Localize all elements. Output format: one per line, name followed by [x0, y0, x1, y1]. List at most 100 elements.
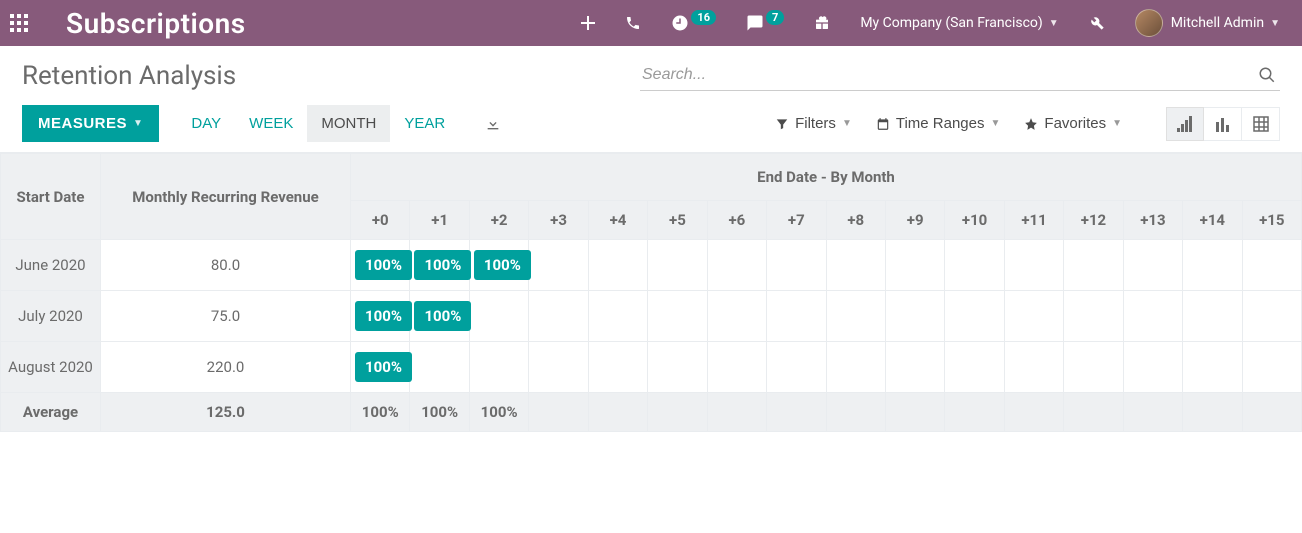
cohort-cell [1123, 342, 1182, 393]
wrench-icon [1089, 15, 1105, 31]
row-label: June 2020 [1, 240, 101, 291]
cohort-cell [1242, 393, 1301, 432]
cohort-cell [1183, 393, 1242, 432]
cohort-cell [1183, 291, 1242, 342]
cohort-cell [1123, 291, 1182, 342]
period-week[interactable]: WEEK [235, 105, 307, 142]
cohort-cell[interactable]: 100% [351, 342, 410, 393]
header-offset: +9 [885, 201, 944, 240]
plus-icon [581, 16, 595, 30]
cohort-cell [885, 240, 944, 291]
cohort-cell [648, 342, 707, 393]
cohort-cell [648, 291, 707, 342]
cohort-cell [648, 393, 707, 432]
view-cohort[interactable] [1166, 107, 1204, 141]
cohort-cell[interactable]: 100% [351, 240, 410, 291]
cohort-cell [1242, 291, 1301, 342]
measures-label: MEASURES [38, 115, 127, 132]
main-navbar: Subscriptions 16 7 My Company (San Franc… [0, 0, 1302, 46]
cohort-cell [767, 291, 826, 342]
period-year[interactable]: YEAR [390, 105, 459, 142]
cohort-cell[interactable]: 100% [469, 393, 528, 432]
search-button[interactable] [1254, 62, 1280, 88]
cohort-cell[interactable]: 100% [351, 291, 410, 342]
cohort-cell[interactable]: 100% [410, 240, 469, 291]
cohort-cell [1123, 393, 1182, 432]
cohort-cell [1064, 291, 1123, 342]
header-offset: +14 [1183, 201, 1242, 240]
new-button[interactable] [569, 0, 607, 46]
header-offset: +8 [826, 201, 885, 240]
header-offset: +0 [351, 201, 410, 240]
header-mrr: Monthly Recurring Revenue [101, 154, 351, 240]
cohort-cell [707, 291, 766, 342]
header-offset: +2 [469, 201, 528, 240]
filters-button[interactable]: Filters ▼ [765, 107, 862, 140]
measures-button[interactable]: MEASURES ▼ [22, 105, 159, 142]
cohort-cell [767, 342, 826, 393]
cohort-cell [707, 342, 766, 393]
cohort-cell [1242, 240, 1301, 291]
header-offset: +4 [588, 201, 647, 240]
activities-badge: 16 [691, 10, 716, 25]
cohort-chip: 100% [414, 250, 471, 280]
cohort-cell [707, 240, 766, 291]
gift-button[interactable] [802, 0, 842, 46]
cohort-cell[interactable]: 100% [469, 240, 528, 291]
cohort-cell [1183, 342, 1242, 393]
row-label: July 2020 [1, 291, 101, 342]
user-name: Mitchell Admin [1171, 15, 1264, 31]
cohort-cell [1004, 291, 1063, 342]
chevron-down-icon: ▼ [1049, 18, 1059, 29]
header-offset: +13 [1123, 201, 1182, 240]
cohort-cell[interactable]: 100% [410, 291, 469, 342]
header-offset: +12 [1064, 201, 1123, 240]
cohort-cell [885, 393, 944, 432]
view-graph[interactable] [1204, 107, 1242, 141]
cohort-row: August 2020220.0100% [1, 342, 1302, 393]
search-input[interactable] [640, 60, 1254, 90]
cohort-cell [945, 393, 1004, 432]
chat-icon [746, 14, 764, 32]
timeranges-button[interactable]: Time Ranges ▼ [866, 107, 1011, 140]
view-list[interactable] [1242, 107, 1280, 141]
discuss-button[interactable]: 7 [734, 0, 796, 46]
row-value: 220.0 [101, 342, 351, 393]
period-day[interactable]: DAY [177, 105, 235, 142]
chevron-down-icon: ▼ [1112, 118, 1122, 129]
company-name: My Company (San Francisco) [860, 15, 1042, 31]
row-value: 80.0 [101, 240, 351, 291]
cohort-cell [588, 342, 647, 393]
cohort-row: July 202075.0100%100% [1, 291, 1302, 342]
cohort-cell [945, 291, 1004, 342]
row-value: 125.0 [101, 393, 351, 432]
cohort-cell [767, 393, 826, 432]
download-button[interactable] [477, 108, 509, 140]
app-brand[interactable]: Subscriptions [66, 7, 246, 40]
header-offset: +15 [1242, 201, 1301, 240]
cohort-cell [648, 240, 707, 291]
period-month[interactable]: MONTH [307, 105, 390, 142]
cohort-cell [885, 291, 944, 342]
activities-button[interactable]: 16 [659, 0, 728, 46]
cohort-cell[interactable]: 100% [351, 393, 410, 432]
period-switcher: DAY WEEK MONTH YEAR [177, 105, 459, 142]
chevron-down-icon: ▼ [991, 118, 1001, 129]
cohort-cell [885, 342, 944, 393]
header-offset: +11 [1004, 201, 1063, 240]
debug-button[interactable] [1077, 0, 1117, 46]
cohort-cell [1242, 342, 1301, 393]
clock-icon [671, 14, 689, 32]
favorites-button[interactable]: Favorites ▼ [1014, 107, 1132, 140]
header-start-date: Start Date [1, 154, 101, 240]
call-button[interactable] [613, 0, 653, 46]
download-icon [485, 116, 501, 132]
cohort-cell [826, 240, 885, 291]
company-switcher[interactable]: My Company (San Francisco) ▼ [848, 0, 1070, 46]
apps-icon[interactable] [10, 14, 50, 32]
user-menu[interactable]: Mitchell Admin ▼ [1123, 0, 1292, 46]
cohort-chip: 100% [355, 301, 412, 331]
cohort-chip: 100% [474, 250, 531, 280]
bar-chart-icon [1215, 116, 1231, 132]
cohort-cell[interactable]: 100% [410, 393, 469, 432]
